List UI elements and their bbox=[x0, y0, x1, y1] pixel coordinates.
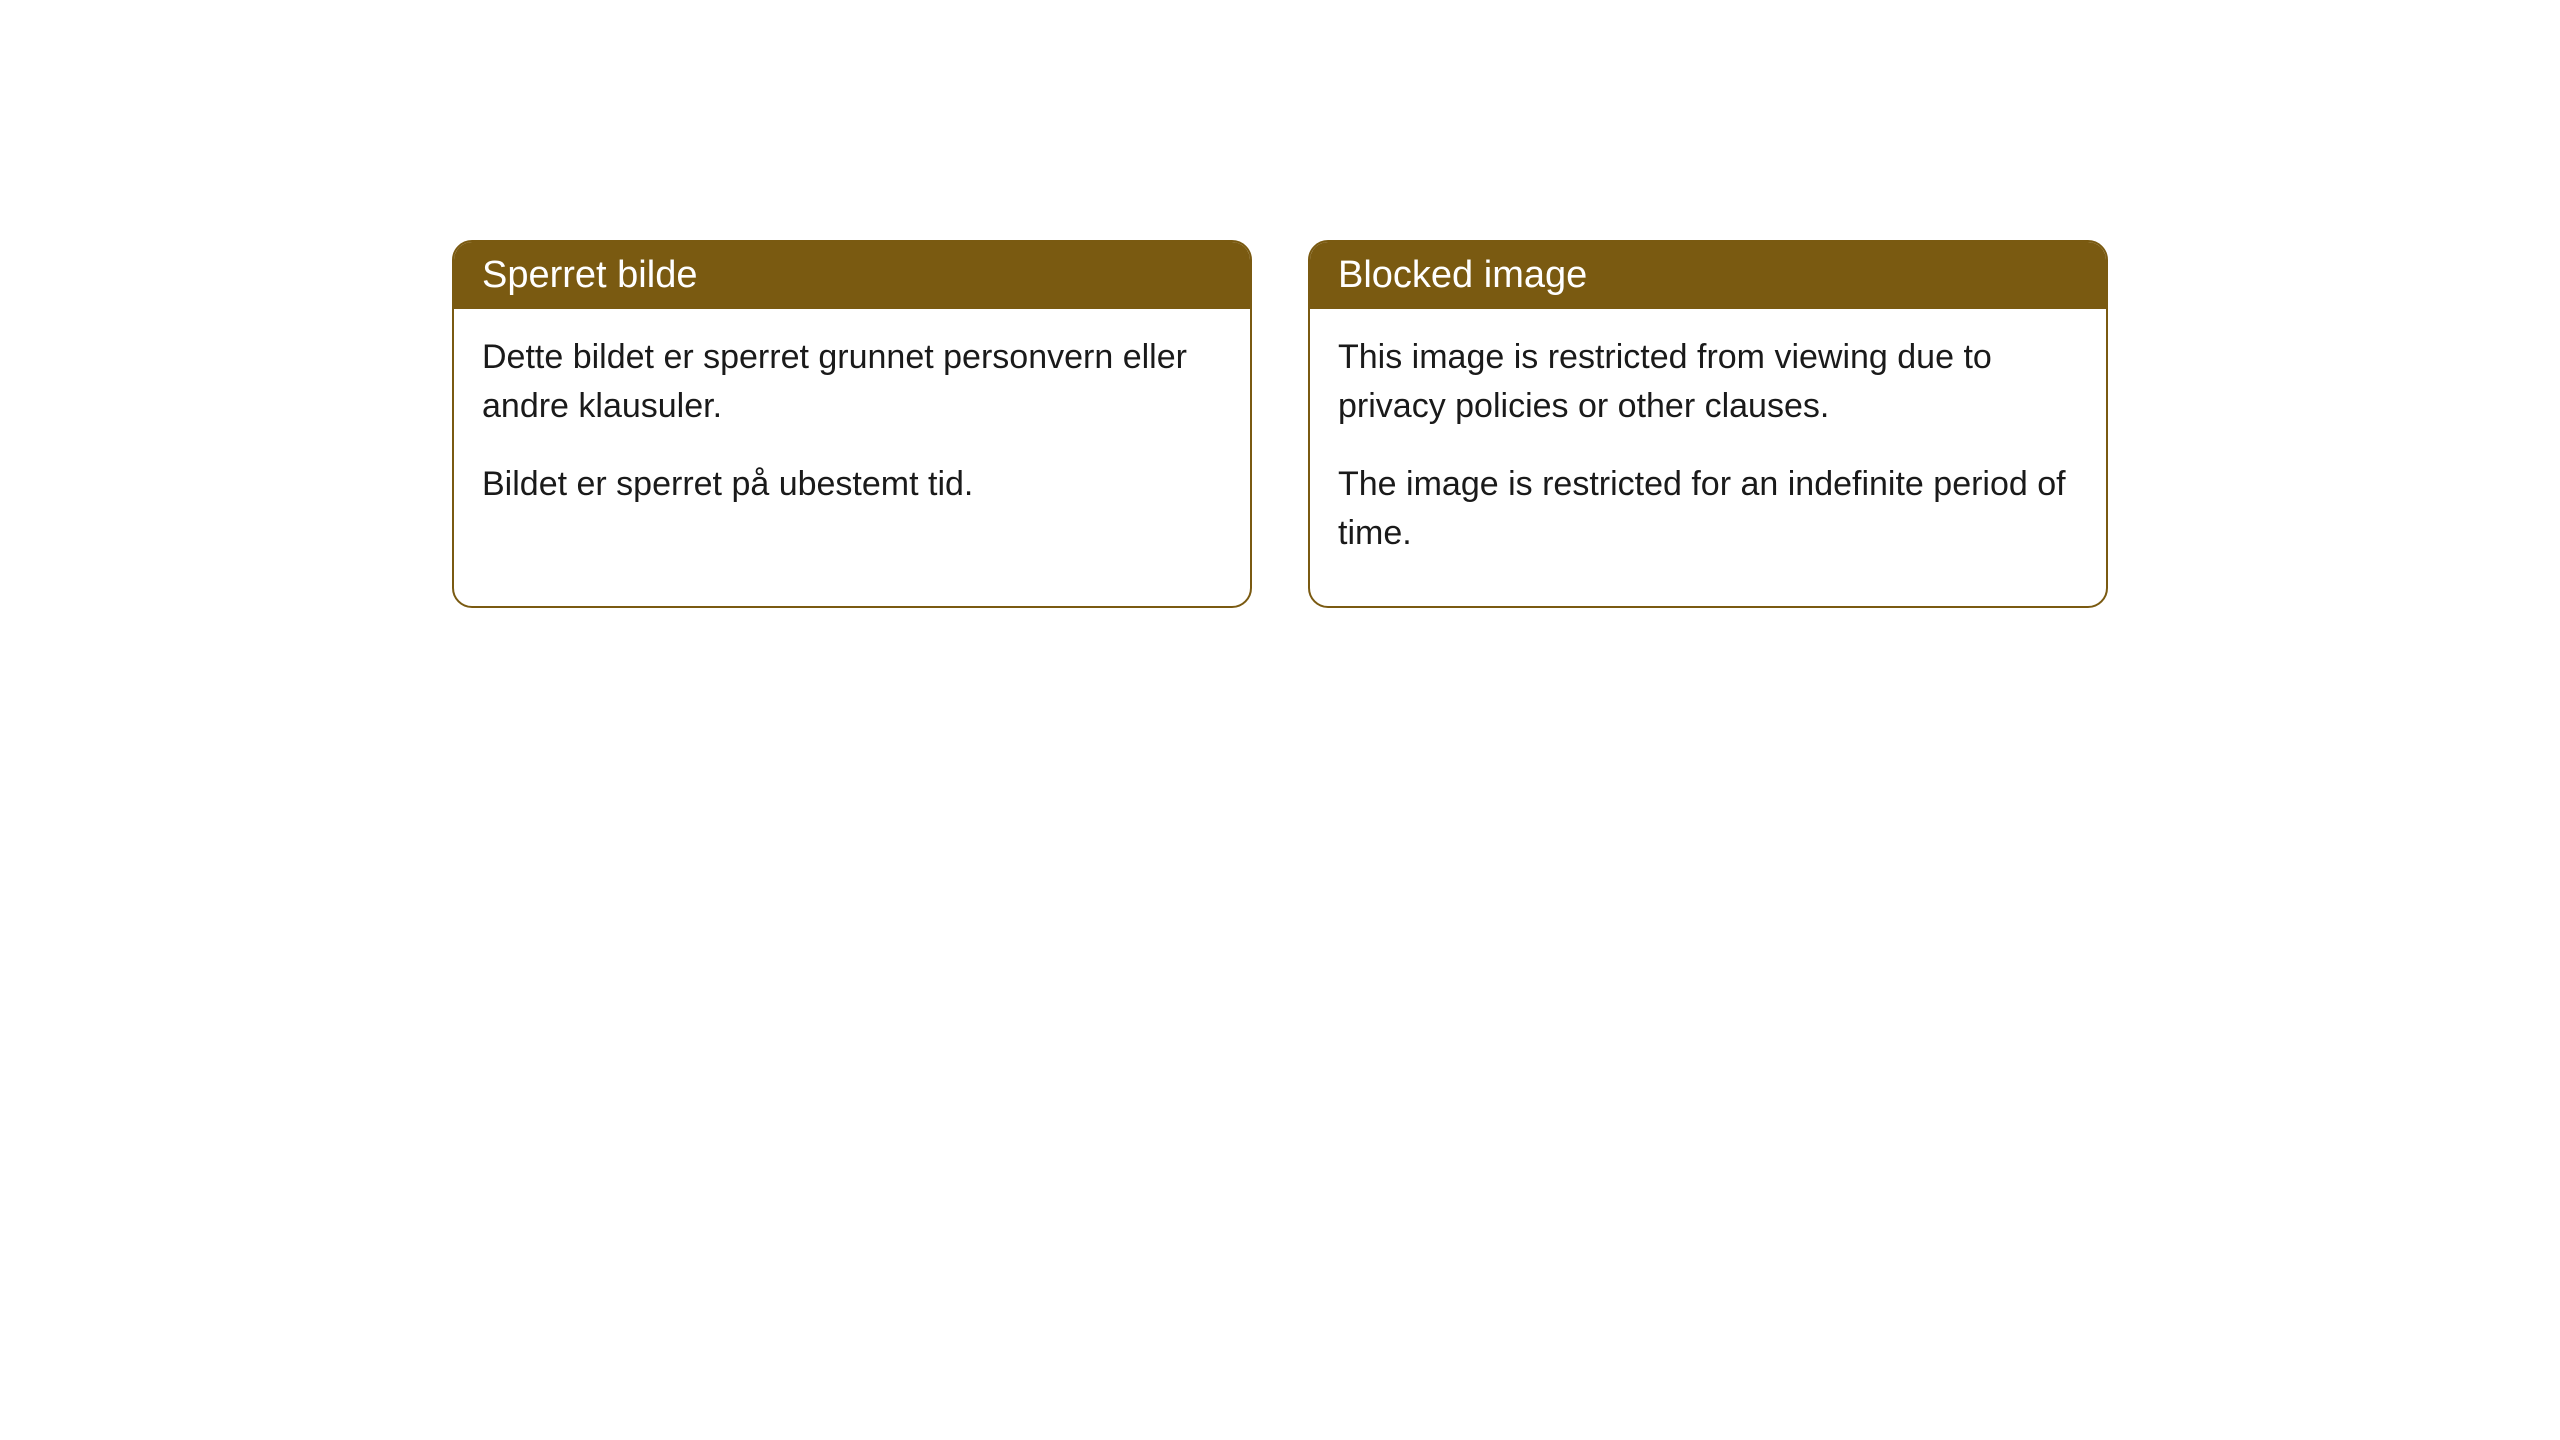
notice-paragraph-1: This image is restricted from viewing du… bbox=[1338, 333, 2078, 432]
notice-body-english: This image is restricted from viewing du… bbox=[1310, 309, 2106, 606]
notice-title: Sperret bilde bbox=[482, 254, 697, 296]
notice-paragraph-1: Dette bildet er sperret grunnet personve… bbox=[482, 333, 1222, 432]
notice-cards-container: Sperret bilde Dette bildet er sperret gr… bbox=[0, 240, 2560, 608]
notice-paragraph-2: The image is restricted for an indefinit… bbox=[1338, 460, 2078, 559]
notice-header-english: Blocked image bbox=[1310, 242, 2106, 309]
notice-card-norwegian: Sperret bilde Dette bildet er sperret gr… bbox=[452, 240, 1252, 608]
notice-paragraph-2: Bildet er sperret på ubestemt tid. bbox=[482, 460, 1222, 509]
notice-header-norwegian: Sperret bilde bbox=[454, 242, 1250, 309]
notice-card-english: Blocked image This image is restricted f… bbox=[1308, 240, 2108, 608]
notice-title: Blocked image bbox=[1338, 254, 1587, 296]
notice-body-norwegian: Dette bildet er sperret grunnet personve… bbox=[454, 309, 1250, 557]
